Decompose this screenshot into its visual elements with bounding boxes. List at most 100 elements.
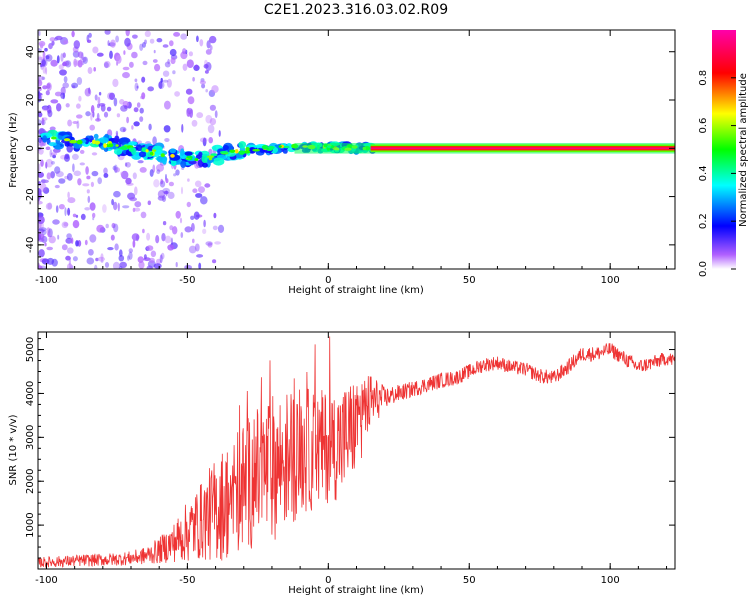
noise-blob (132, 239, 136, 248)
noise-blob (115, 55, 122, 64)
noise-blob (142, 42, 146, 48)
noise-blob (156, 258, 161, 265)
y-tick-label: -40 (25, 237, 36, 253)
noise-blob (107, 92, 114, 100)
noise-blob (170, 57, 176, 65)
noise-blob (85, 111, 91, 117)
noise-blob (38, 30, 41, 36)
signal-core (160, 153, 165, 158)
noise-blob (62, 82, 69, 89)
noise-blob (142, 60, 148, 66)
noise-blob (89, 234, 97, 243)
y-tick-label: 1000 (25, 512, 36, 537)
x-tick-label: 100 (601, 275, 620, 286)
noise-blob (79, 149, 85, 154)
noise-blob (128, 251, 133, 260)
noise-blob (133, 207, 141, 212)
noise-blob (41, 105, 50, 111)
noise-blob (119, 261, 127, 269)
noise-blob (41, 258, 50, 265)
noise-blob (155, 235, 160, 244)
noise-blob (45, 161, 48, 169)
noise-blob (38, 227, 47, 232)
noise-blob (142, 228, 145, 234)
noise-blob (201, 83, 206, 89)
signal-core (243, 150, 251, 154)
noise-blob (113, 223, 119, 233)
noise-blob (38, 163, 41, 172)
noise-blob (85, 166, 89, 175)
noise-blob (162, 79, 169, 83)
noise-blob (190, 215, 195, 220)
x-tick-label: 100 (601, 575, 620, 586)
colorbar-tick-label: 0.8 (698, 70, 709, 86)
spectrogram-x-label: Height of straight line (km) (288, 285, 424, 296)
noise-blob (131, 233, 140, 241)
noise-blob (38, 111, 43, 118)
y-tick-label: 2000 (25, 468, 36, 493)
noise-blob (217, 224, 225, 233)
noise-blob (90, 181, 94, 188)
noise-blob (109, 92, 115, 101)
noise-blob (199, 39, 204, 47)
noise-blob (95, 257, 99, 262)
noise-blob (209, 118, 217, 126)
noise-blob (179, 217, 183, 224)
signal-blob (113, 148, 123, 155)
noise-blob (122, 205, 130, 209)
noise-blob (173, 32, 181, 37)
noise-blob (163, 125, 171, 133)
noise-blob (188, 51, 193, 57)
noise-blob (182, 63, 188, 71)
noise-blob (77, 59, 83, 68)
signal-blob (238, 141, 247, 149)
noise-blob (209, 104, 216, 111)
noise-blob (157, 81, 165, 89)
noise-blob (162, 44, 169, 48)
y-tick-label: 40 (25, 45, 36, 58)
noise-blob (60, 53, 64, 62)
signal-blob (199, 150, 210, 157)
noise-blob (93, 67, 96, 72)
noise-blob (64, 207, 67, 217)
x-tick-label: 50 (463, 275, 476, 286)
x-tick-label: -100 (35, 575, 58, 586)
noise-blob (61, 221, 69, 229)
noise-blob (104, 30, 111, 35)
signal-blob (128, 141, 138, 146)
snr-x-label: Height of straight line (km) (288, 585, 424, 596)
noise-blob (84, 87, 92, 97)
noise-blob (165, 190, 168, 197)
signal-core (278, 145, 282, 148)
noise-blob (124, 105, 128, 109)
noise-blob (136, 102, 141, 108)
noise-blob (84, 207, 91, 211)
noise-blob (92, 46, 99, 54)
noise-blob (212, 259, 217, 264)
noise-blob (42, 50, 46, 60)
noise-blob (187, 96, 195, 105)
noise-blob (97, 177, 102, 185)
noise-blob (97, 96, 101, 105)
noise-blob (67, 197, 76, 204)
noise-blob (67, 207, 71, 216)
noise-blob (184, 226, 193, 233)
signal-core (63, 138, 71, 142)
signal-core (234, 149, 239, 154)
noise-blob (175, 262, 178, 268)
noise-blob (98, 91, 102, 96)
spectrogram-heatmap (38, 30, 675, 269)
noise-blob (153, 263, 162, 269)
noise-blob (63, 40, 69, 45)
noise-blob (123, 50, 126, 55)
signal-core (76, 139, 83, 145)
noise-blob (50, 171, 55, 179)
noise-blob (164, 235, 172, 244)
noise-blob (110, 39, 116, 48)
noise-blob (212, 225, 218, 231)
signal-blob (84, 137, 90, 145)
signal-core (94, 140, 101, 145)
noise-blob (38, 92, 43, 100)
noise-blob (139, 167, 147, 173)
colorbar-tick-label: 0.4 (698, 165, 709, 181)
